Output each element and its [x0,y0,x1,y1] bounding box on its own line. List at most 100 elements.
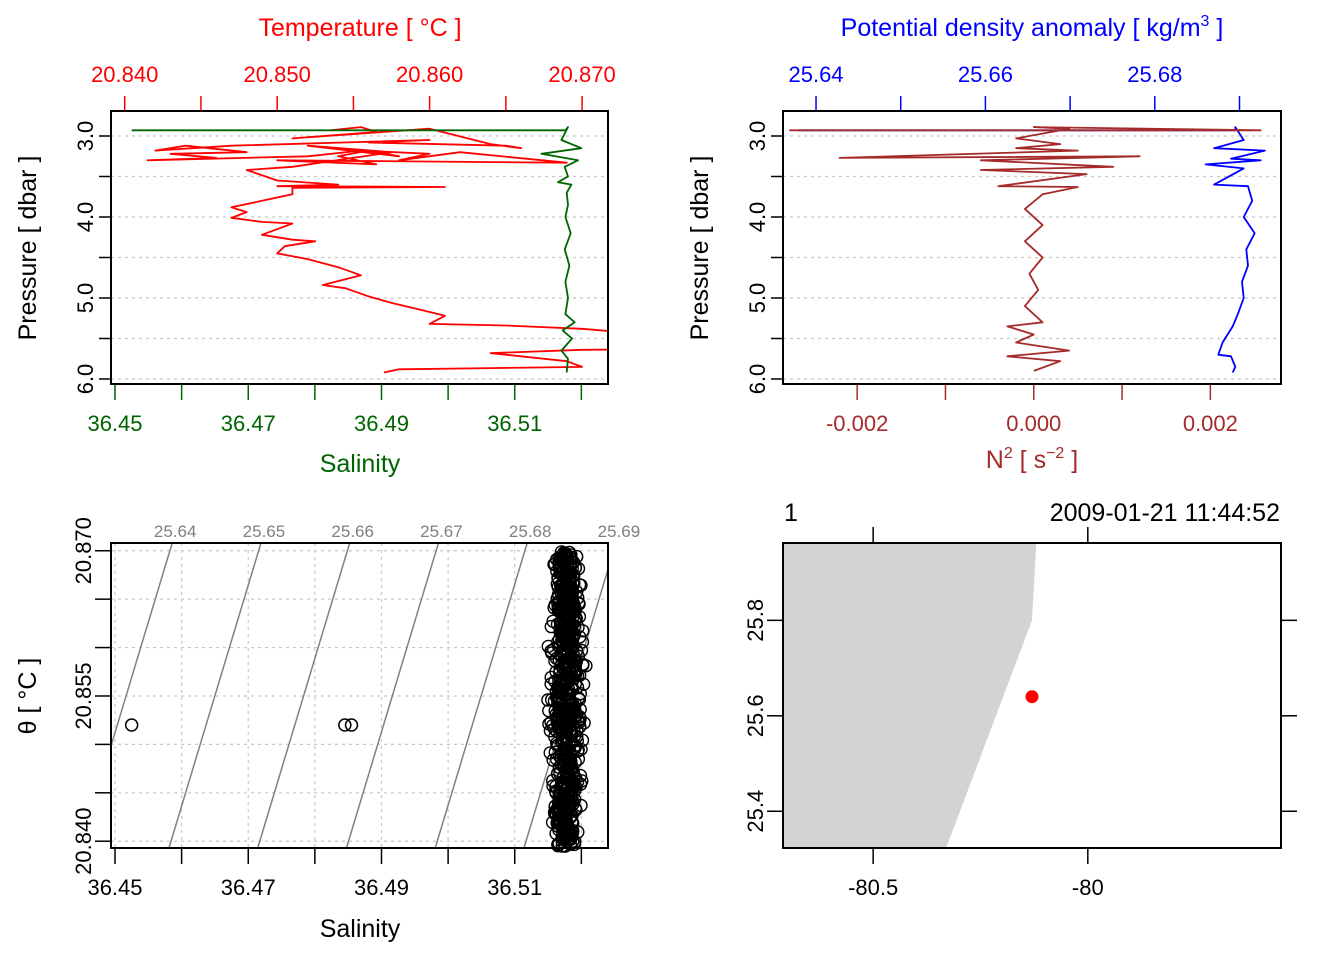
y-tick-label: 5.0 [73,283,98,314]
data-point [570,723,584,738]
data-point [555,656,569,670]
data-point [558,605,572,619]
isopycnal-label: 25.65 [243,522,286,541]
top-tick-label: 20.850 [244,62,311,87]
data-point [571,714,585,728]
data-point [565,795,580,809]
data-point [562,601,576,616]
n2-axis-title: N2 [ s−2 ] [986,445,1078,474]
data-point [557,594,571,609]
x-tick-label: 36.49 [354,875,409,900]
series-n2 [789,126,1262,372]
isopycnal-line [345,543,440,848]
bottom-tick-label: -0.002 [826,411,888,436]
data-point [571,561,586,576]
plot-frame [110,542,609,849]
bottom-tick-label: 0.002 [1183,411,1238,436]
data-point [558,705,572,719]
y-tick-label: 25.8 [743,599,768,642]
data-point [562,686,576,701]
top-tick-label: 25.68 [1127,62,1182,87]
isopycnal-label: 25.64 [154,522,197,541]
data-point [557,832,572,846]
theta-axis-title: θ [ °C ] [14,658,42,735]
x-tick-label: 36.47 [221,875,276,900]
data-point [124,718,139,732]
data-point [541,639,555,654]
top-tick-label: 20.860 [396,62,463,87]
data-point [552,749,567,763]
series-salinity [131,126,583,373]
data-point [551,801,565,815]
station-index-label: 1 [784,499,798,527]
pressure-axis-title: Pressure [ dbar ] [686,156,714,341]
y-tick-label: 3.0 [745,121,770,152]
data-point [344,718,359,732]
data-point [574,578,588,592]
data-point [560,732,574,746]
data-point [576,677,591,691]
y-tick-label: 5.0 [745,283,770,314]
data-point [561,801,575,816]
y-tick-label: 6.0 [745,364,770,395]
data-point [338,718,352,732]
density-axis-title: Potential density anomaly [ kg/m3 ] [841,13,1224,42]
land-polygon [783,543,1037,848]
isopycnal-label: 25.67 [420,522,463,541]
data-point [570,733,584,748]
y-tick-label: 20.840 [71,808,96,875]
isopycnal-label: 25.69 [598,522,641,541]
data-point [550,715,564,730]
data-point [579,659,593,673]
y-tick-label: 25.6 [743,694,768,737]
data-point [561,644,575,659]
top-tick-label: 25.66 [958,62,1013,87]
data-point [569,803,583,817]
data-point [559,623,573,637]
data-point [556,703,571,718]
data-point [562,756,576,770]
data-point [567,780,581,794]
y-tick-label: 20.870 [71,517,96,584]
plot-frame [782,542,1282,849]
data-point [558,815,573,829]
isopycnal-label: 25.68 [509,522,552,541]
panel-station-map: 1 2009-01-21 11:44:52 -80.5 -80 25.4 25.6 25… [743,499,1297,900]
data-point [556,661,570,675]
isopycnal-line [111,543,173,749]
station-time-label: 2009-01-21 11:44:52 [1050,499,1280,527]
data-point [550,577,564,591]
y-tick-label: 6.0 [73,364,98,395]
data-point [548,807,563,821]
data-point [543,746,557,760]
data-point [559,567,574,581]
data-point [555,554,569,569]
x-tick-label: -80 [1072,875,1104,900]
isopycnal-line [168,543,262,848]
bottom-tick-label: 36.47 [221,411,276,436]
x-tick-label: 36.45 [87,875,142,900]
y-tick-label: 4.0 [73,202,98,233]
bottom-tick-label: 36.51 [487,411,542,436]
y-tick-label: 20.855 [71,662,96,729]
x-tick-label: 36.51 [487,875,542,900]
y-tick-label: 4.0 [745,202,770,233]
panel-temperature-salinity-profile: Temperature [ °C ] Salinity Pressure [ d… [14,14,616,478]
data-point [551,680,565,694]
data-point [552,786,566,800]
data-point [562,637,576,651]
salinity-axis-title: Salinity [320,450,401,478]
series-temperature [146,126,608,374]
data-point [559,723,574,738]
data-point [544,619,558,634]
data-point [552,558,566,572]
pressure-axis-title: Pressure [ dbar ] [14,156,42,341]
data-point [556,613,570,627]
bottom-tick-label: 36.45 [87,411,142,436]
station-marker [1025,690,1039,704]
top-tick-label: 20.840 [91,62,158,87]
data-point [562,570,577,584]
data-point [563,610,577,624]
data-point [550,738,565,753]
